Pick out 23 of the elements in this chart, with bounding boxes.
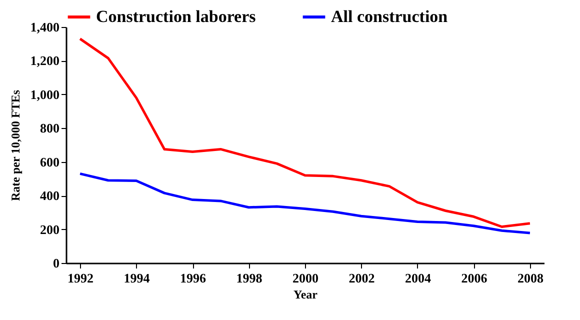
x-tick-label: 1996: [180, 270, 207, 286]
y-tick-label: 200: [40, 222, 60, 237]
x-tick-label: 1994: [124, 270, 150, 286]
x-tick-label: 1992: [68, 270, 94, 286]
y-tick-label: 0: [53, 256, 60, 270]
x-tick-label: 2008: [517, 270, 544, 286]
line-series: [78, 172, 532, 234]
line-series: [78, 38, 532, 228]
legend-label: Construction laborers: [96, 7, 256, 26]
y-tick-label: 1,400: [30, 20, 60, 34]
x-tick-label: 2000: [292, 270, 318, 286]
y-tick-label: 1,000: [30, 86, 60, 102]
x-tick-label: 2004: [404, 270, 432, 286]
x-tick-label: 1998: [236, 270, 263, 286]
y-axis-title: Rate per 10,000 FTEs: [8, 90, 22, 202]
x-tick-label: 2002: [348, 270, 375, 286]
y-tick-label: 1,200: [30, 53, 60, 68]
y-tick-label: 600: [40, 154, 60, 170]
x-tick-label: 2006: [461, 270, 488, 286]
legend-label: All construction: [331, 7, 448, 26]
y-tick-label: 800: [40, 120, 60, 136]
y-tick-label: 400: [40, 188, 60, 204]
x-axis-title: Year: [294, 288, 318, 302]
